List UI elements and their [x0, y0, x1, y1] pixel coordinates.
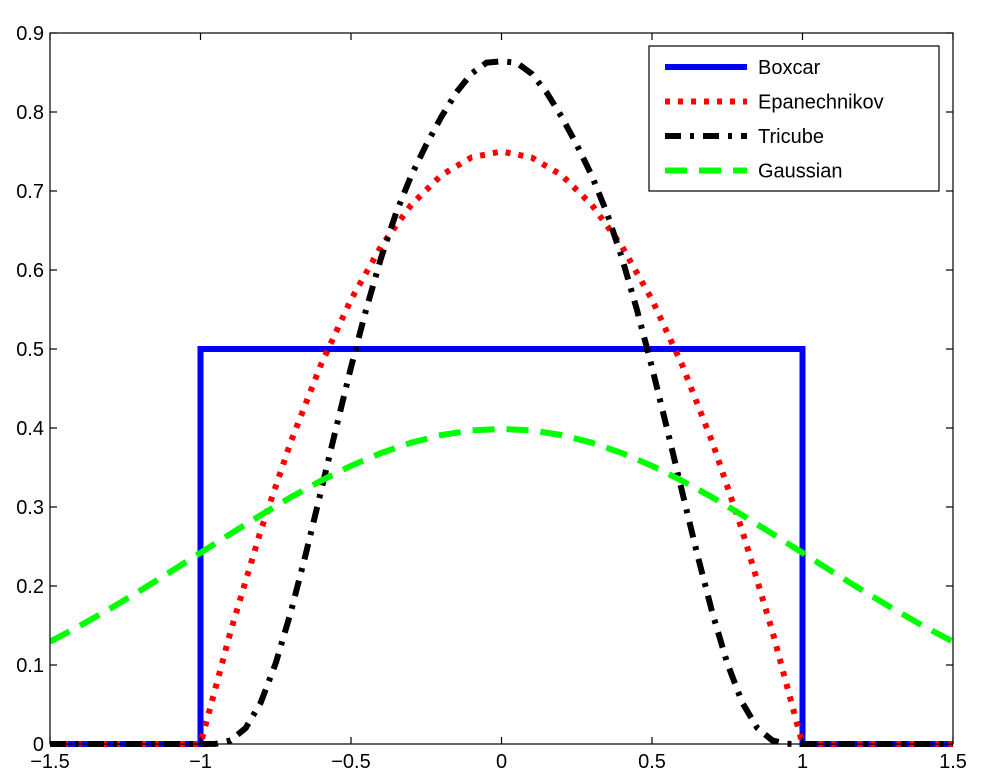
y-tick-label: 0.8 — [16, 102, 44, 124]
y-tick-label: 0.3 — [16, 497, 44, 519]
series-line-gaussian — [50, 425, 953, 645]
legend-entry-boxcar: Boxcar — [665, 57, 821, 79]
y-tick-label: 0.9 — [16, 23, 44, 45]
legend-entry-tricube: Tricube — [665, 126, 824, 148]
legend-box — [648, 45, 940, 192]
legend-entry-gaussian: Gaussian — [665, 161, 843, 183]
legend: Boxcar Epanechnikov Tricube Gaussian — [648, 45, 940, 192]
y-tick-label: 0 — [33, 734, 44, 756]
x-tick-label: −1 — [189, 751, 212, 773]
y-tick-label: 0.5 — [16, 339, 44, 361]
y-tick-label: 0.7 — [16, 181, 44, 203]
y-tick-label: 0.1 — [16, 655, 44, 677]
x-tick-label: 1 — [797, 751, 808, 773]
x-tick-label: 0 — [496, 751, 507, 773]
legend-label: Tricube — [758, 126, 824, 148]
y-tick-label: 0.2 — [16, 576, 44, 598]
legend-label: Gaussian — [758, 161, 843, 183]
x-tick-label: 1.5 — [939, 751, 967, 773]
legend-label: Epanechnikov — [758, 92, 884, 114]
x-tick-label: −1.5 — [30, 751, 69, 773]
y-tick-label: 0.4 — [16, 418, 44, 440]
legend-entry-epanechnikov: Epanechnikov — [665, 92, 884, 114]
legend-label: Boxcar — [758, 57, 821, 79]
axes-layer: −1.5 −1 −0.5 0 0.5 1 1.5 0 0.1 0.2 0.3 0.4 0.5 0.6 0.7… — [16, 23, 967, 773]
x-tick-label: −0.5 — [331, 751, 370, 773]
series-line-boxcar — [50, 346, 953, 747]
y-tick-label: 0.6 — [16, 260, 44, 282]
series-line-epanechnikov — [50, 148, 953, 747]
x-tick-label: 0.5 — [638, 751, 666, 773]
